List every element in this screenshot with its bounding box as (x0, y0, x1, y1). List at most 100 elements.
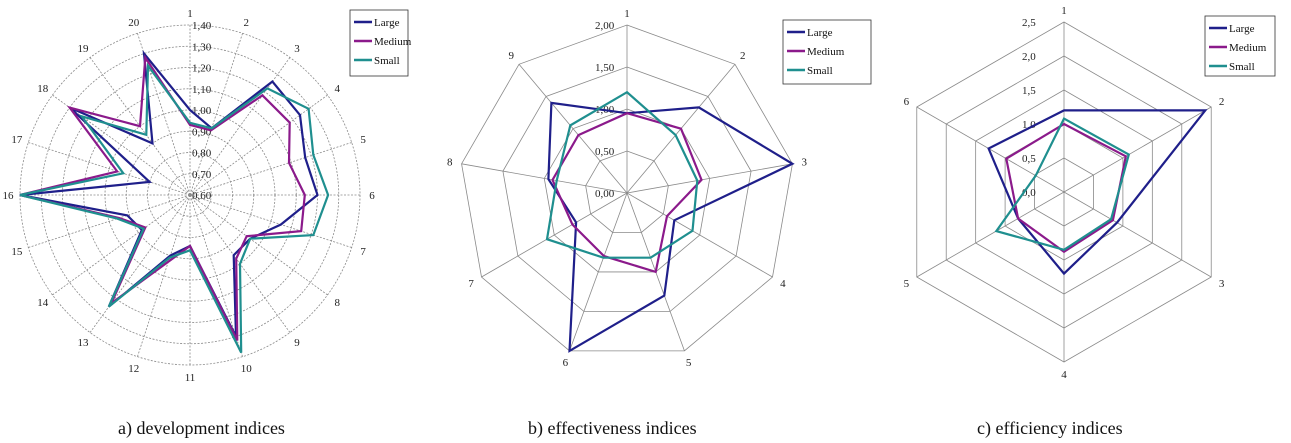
axis-spoke (916, 191, 1065, 278)
axis-label: 2 (243, 17, 249, 29)
tick-label: 1,5 (1022, 85, 1036, 97)
axis-spoke (28, 194, 191, 248)
tick-label: 0,00 (595, 188, 615, 200)
axis-spoke (461, 163, 628, 194)
chart-effectiveness-indices: 1234567890,000,501,001,502,00LargeMedium… (447, 8, 872, 369)
axis-label: 4 (780, 278, 786, 290)
grid-ring (585, 150, 669, 233)
axis-label: 7 (468, 278, 474, 290)
axis-label: 11 (185, 372, 196, 384)
legend-entry-medium: Medium (807, 46, 845, 58)
caption-efficiency: c) efficiency indices (977, 418, 1123, 438)
axis-label: 17 (11, 134, 23, 146)
axis-label: 3 (294, 43, 300, 55)
axis-label: 14 (37, 297, 49, 309)
axis-spoke (189, 57, 291, 196)
legend-entry-small: Small (1229, 61, 1255, 73)
axis-spoke (481, 192, 628, 278)
axis-spoke (1063, 191, 1212, 278)
axis-label: 18 (37, 83, 49, 95)
axis-label: 5 (904, 278, 910, 290)
axis-spoke (916, 106, 1065, 193)
axis-label: 3 (1219, 278, 1225, 290)
series-medium (19, 54, 306, 341)
axis-label: 5 (360, 134, 366, 146)
axis-label: 3 (802, 157, 808, 169)
axis-label: 20 (128, 17, 140, 29)
tick-label: 0,60 (192, 190, 212, 202)
axis-label: 2 (1219, 96, 1225, 108)
axis-label: 5 (686, 357, 692, 369)
series-small (19, 62, 330, 354)
grid-ring (502, 66, 752, 312)
series-large (987, 109, 1208, 276)
tick-label: 1,10 (192, 84, 212, 96)
axis-label: 7 (360, 246, 366, 258)
axis-label: 4 (1061, 369, 1067, 381)
axis-label: 8 (334, 297, 340, 309)
tick-label: 1,50 (595, 62, 615, 74)
legend-entry-small: Small (374, 55, 400, 67)
axis-spoke (626, 163, 793, 194)
series-medium (551, 112, 703, 274)
axis-spoke (137, 194, 191, 357)
axis-spoke (189, 33, 243, 196)
legend-entry-large: Large (374, 17, 400, 29)
caption-effectiveness: b) effectiveness indices (528, 418, 697, 438)
series-medium (1005, 122, 1128, 254)
tick-label: 1,0 (1022, 119, 1036, 131)
tick-label: 2,5 (1022, 17, 1036, 29)
axis-spoke (189, 194, 328, 296)
tick-label: 0,50 (595, 146, 615, 158)
axis-spoke (89, 194, 191, 333)
axis-label: 10 (241, 363, 253, 375)
axis-spoke (518, 64, 628, 194)
axis-label: 6 (563, 357, 569, 369)
axis-label: 1 (187, 8, 193, 20)
tick-label: 1,40 (192, 20, 212, 32)
tick-label: 0,80 (192, 148, 212, 160)
tick-label: 2,0 (1022, 51, 1036, 63)
axis-label: 1 (1061, 5, 1067, 17)
axis-spoke (28, 142, 191, 196)
axis-label: 6 (904, 96, 910, 108)
axis-label: 13 (78, 337, 90, 349)
tick-label: 0,70 (192, 169, 212, 181)
axis-label: 6 (369, 190, 375, 202)
legend: Large Medium Small (349, 9, 412, 77)
axis-label: 9 (509, 50, 515, 62)
axis-label: 15 (11, 246, 23, 258)
tick-label: 1,00 (192, 105, 212, 117)
caption-development: a) development indices (118, 418, 285, 438)
tick-label: 1,20 (192, 63, 212, 75)
tick-label: 0,5 (1022, 153, 1036, 165)
grid-ring (461, 24, 793, 352)
grid-ring (543, 108, 711, 273)
axis-label: 19 (78, 43, 90, 55)
axis-label: 1 (624, 8, 630, 20)
axis-spoke (189, 142, 352, 196)
legend-entry-medium: Medium (374, 36, 412, 48)
axis-label: 12 (128, 363, 139, 375)
axis-label: 2 (740, 50, 746, 62)
legend-entry-medium: Medium (1229, 42, 1267, 54)
tick-label: 2,00 (595, 20, 615, 32)
axis-label: 8 (447, 157, 453, 169)
axis-spoke (52, 194, 191, 296)
series-small (994, 117, 1131, 251)
series-small (545, 90, 699, 259)
chart-development-indices: 12345678910111213141516171819200,600,700… (3, 8, 412, 384)
legend: Large Medium Small (782, 19, 872, 85)
axis-spoke (569, 192, 628, 352)
legend: Large Medium Small (1204, 15, 1276, 77)
legend-entry-large: Large (1229, 23, 1255, 35)
tick-label: 1,30 (192, 41, 212, 53)
legend-entry-small: Small (807, 65, 833, 77)
axis-spoke (189, 94, 328, 196)
axis-label: 16 (3, 190, 15, 202)
legend-entry-large: Large (807, 27, 833, 39)
axis-label: 4 (334, 83, 340, 95)
axis-spoke (189, 194, 352, 248)
